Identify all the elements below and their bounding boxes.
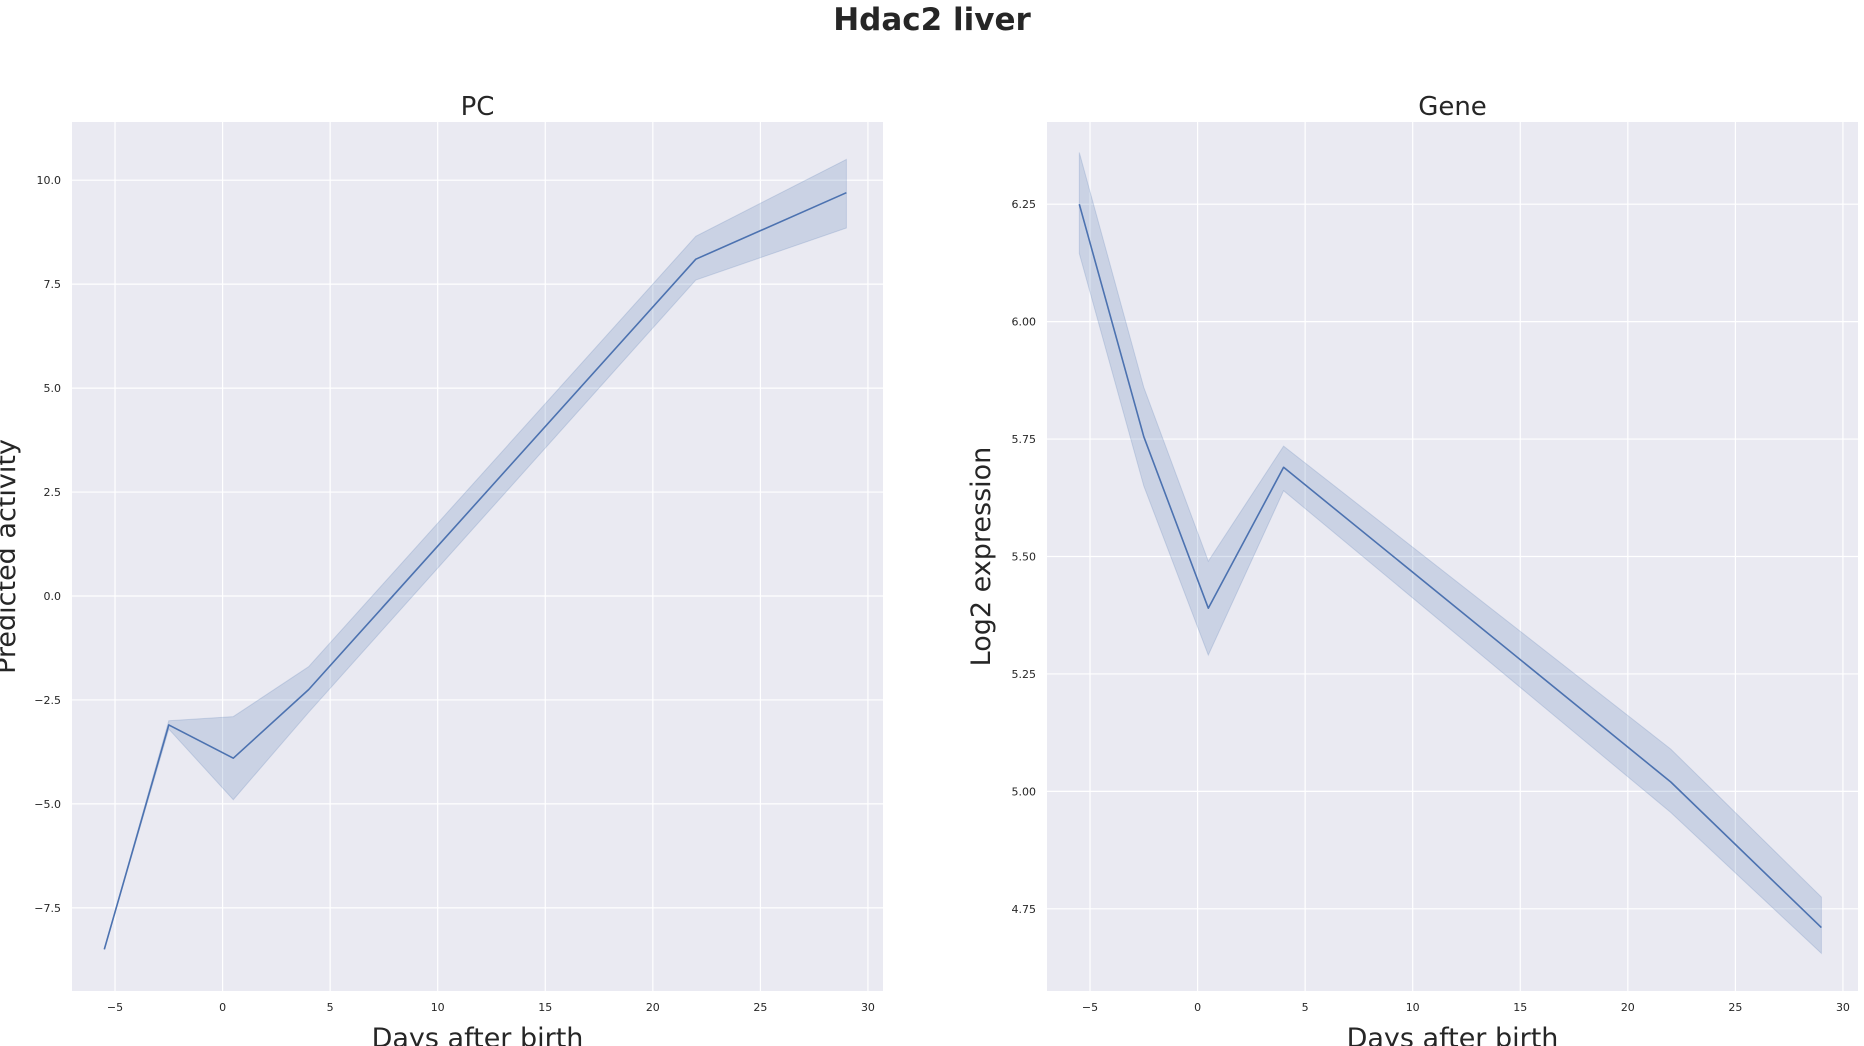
pc-x-tick-label: −5	[107, 1001, 123, 1014]
pc-y-tick-label: −7.5	[34, 902, 61, 915]
gene-y-tick-label: 5.00	[1012, 785, 1037, 798]
gene-x-tick-label: 10	[1406, 1001, 1420, 1014]
gene-x-axis-label: Days after birth	[1347, 1023, 1559, 1046]
pc-plot-area	[72, 122, 883, 991]
pc-y-tick-label: −5.0	[34, 798, 61, 811]
pc-x-tick-label: 0	[219, 1001, 226, 1014]
gene-y-tick-label: 5.50	[1012, 551, 1037, 564]
pc-y-tick-label: 2.5	[44, 486, 62, 499]
pc-y-tick-label: 0.0	[44, 590, 62, 603]
pc-x-tick-label: 10	[431, 1001, 445, 1014]
pc-x-tick-label: 30	[861, 1001, 875, 1014]
pc-y-axis-label: Predicted activity	[0, 439, 22, 674]
gene-x-tick-label: 20	[1621, 1001, 1635, 1014]
gene-series-line	[1078, 203, 1822, 929]
pc-x-axis-label: Days after birth	[372, 1023, 584, 1046]
gene-x-tick-label: −5	[1082, 1001, 1098, 1014]
gene-y-axis-label: Log2 expression	[966, 447, 997, 667]
gene-x-tick-label: 15	[1513, 1001, 1527, 1014]
pc-y-tick-label: −2.5	[34, 694, 61, 707]
gene-y-tick-label: 6.00	[1012, 316, 1037, 329]
pc-y-tick-label: 7.5	[44, 278, 62, 291]
gene-y-tick-label: 5.75	[1012, 433, 1037, 446]
gene-x-tick-label: 5	[1302, 1001, 1309, 1014]
pc-y-tick-label: 5.0	[44, 382, 62, 395]
pc-confidence-band	[103, 158, 847, 950]
gene-x-tick-label: 0	[1194, 1001, 1201, 1014]
figure-suptitle: Hdac2 liver	[833, 2, 1031, 38]
chart-gene: −5 0 5 10 15 20 25 30 4.75 5.00 5.25 5.50 5.75 6.00 6.…	[966, 92, 1858, 1046]
pc-x-tick-label: 5	[327, 1001, 334, 1014]
pc-x-tick-label: 15	[538, 1001, 552, 1014]
gene-x-tick-label: 25	[1728, 1001, 1742, 1014]
chart-pc: −5 0 5 10 15 20 25 30 −7.5 −5.0 −2.5 0.0 2.5 5.0 7.5 10…	[0, 92, 883, 1046]
gene-x-tick-label: 30	[1836, 1001, 1850, 1014]
pc-x-tick-label: 25	[753, 1001, 767, 1014]
pc-x-tick-label: 20	[646, 1001, 660, 1014]
gene-y-tick-label: 6.25	[1012, 198, 1037, 211]
gene-y-tick-label: 4.75	[1012, 903, 1037, 916]
pc-series-line	[103, 191, 847, 950]
gene-y-tick-label: 5.25	[1012, 668, 1037, 681]
pc-chart-title: PC	[461, 92, 495, 122]
gene-chart-title: Gene	[1418, 92, 1487, 122]
pc-y-tick-label: 10.0	[37, 174, 62, 187]
